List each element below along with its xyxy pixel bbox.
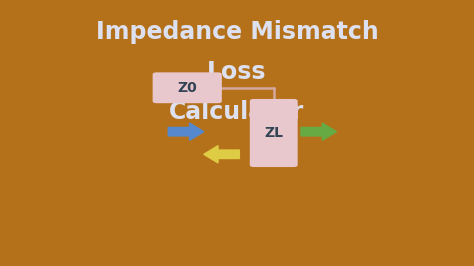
FancyBboxPatch shape <box>250 99 298 167</box>
FancyArrow shape <box>168 123 204 140</box>
FancyArrow shape <box>301 123 337 140</box>
Text: Impedance Mismatch: Impedance Mismatch <box>96 20 378 44</box>
FancyBboxPatch shape <box>153 72 222 103</box>
Text: Z0: Z0 <box>177 81 197 95</box>
FancyArrow shape <box>204 146 239 163</box>
Text: ZL: ZL <box>264 126 283 140</box>
Text: Calculator: Calculator <box>169 100 305 124</box>
Text: Loss: Loss <box>207 60 267 84</box>
